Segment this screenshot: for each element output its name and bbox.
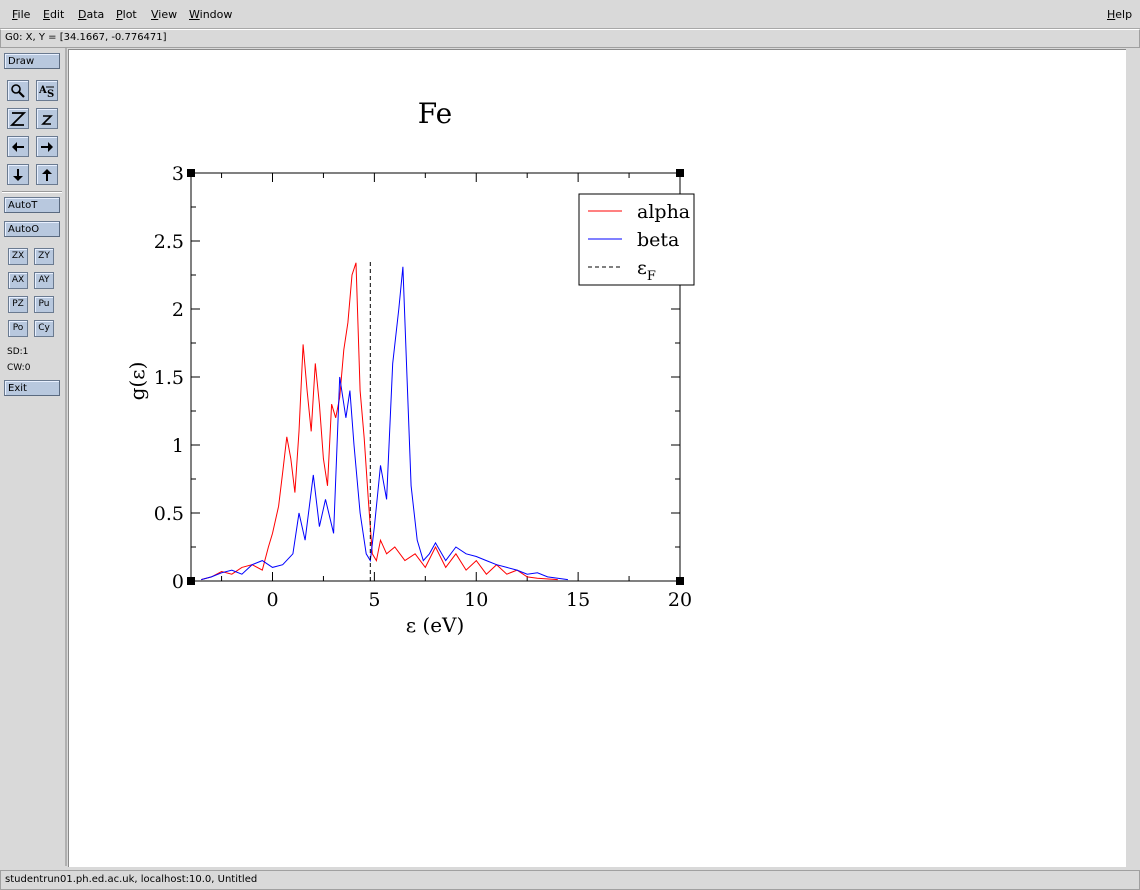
series-layer [201,261,568,581]
scroll-up-button[interactable] [36,164,58,185]
x-tick-label: 15 [566,589,590,611]
menu-view[interactable]: View [151,8,178,21]
legend: alpha beta εF [578,193,695,286]
menu-plot[interactable]: Plot [116,8,137,21]
menu-file[interactable]: File [12,8,31,21]
y-tick-label: 1.5 [154,367,184,389]
coordinate-readout: G0: X, Y = [34.1667, -0.776471] [5,32,167,43]
arrow-right-icon [41,141,53,152]
x-axis-label: ε (eV) [406,613,465,637]
series-line-beta [201,266,568,581]
y-axis-label: g(ε) [125,362,149,401]
y-tick-label: 2 [172,299,184,321]
legend-label: beta [637,229,679,251]
graph-canvas[interactable]: Fe 0 5 10 15 20 0 0.5 1 1.5 2 2.5 3 ε (eV) g(ε) alp… [68,49,1126,867]
exit-button[interactable]: Exit [4,380,60,396]
arrow-left-icon [12,141,24,152]
series-line-alpha [201,262,558,581]
zoom-in-button[interactable] [7,108,29,129]
cycle-button[interactable]: Cy [34,320,54,337]
legend-label: alpha [637,201,690,223]
arrow-down-icon [13,168,23,181]
legend-label: εF [637,257,656,284]
pop-zoom-button[interactable]: Po [8,320,28,337]
y-tick-label: 0 [172,571,184,593]
scroll-down-button[interactable] [7,164,29,185]
y-tick-label: 3 [172,163,184,185]
zoom-x-button[interactable]: ZX [8,248,28,265]
stack-depth-label: SD:1 [7,347,29,357]
arrow-up-icon [42,168,52,181]
toolbar-divider [2,191,62,193]
pop-button[interactable]: Pu [34,296,54,313]
magnifier-icon [11,83,25,98]
zoom-in-z-icon [10,111,26,126]
autotick-button[interactable]: AutoT [4,197,60,213]
push-zoom-button[interactable]: PZ [8,296,28,313]
menu-data[interactable]: Data [78,8,105,21]
zoom-y-button[interactable]: ZY [34,248,54,265]
zoom-tool-button[interactable] [7,80,29,101]
draw-button[interactable]: Draw [4,53,60,69]
menu-help[interactable]: Help [1107,8,1133,21]
y-tick-label: 1 [172,435,184,457]
current-world-label: CW:0 [7,363,31,373]
scroll-right-button[interactable] [36,136,58,157]
x-tick-label: 20 [668,589,692,611]
y-tick-label: 2.5 [154,231,184,253]
x-tick-label: 0 [266,589,278,611]
autoscale-x-button[interactable]: AX [8,272,28,289]
menu-edit[interactable]: Edit [43,8,65,21]
autoorigin-button[interactable]: AutoO [4,221,60,237]
svg-text:S: S [47,89,54,99]
status-bar: studentrun01.ph.ed.ac.uk, localhost:10.0… [0,870,1140,890]
x-tick-label: 5 [368,589,380,611]
zoom-out-z-icon [41,114,53,125]
scroll-left-button[interactable] [7,136,29,157]
dos-chart: Fe 0 5 10 15 20 0 0.5 1 1.5 2 2.5 3 ε (eV) g(ε) alp… [125,97,695,637]
coordinate-readout-bar: G0: X, Y = [34.1667, -0.776471] [0,29,1140,48]
status-text: studentrun01.ph.ed.ac.uk, localhost:10.0… [5,874,258,885]
y-tick-label: 0.5 [154,503,184,525]
vertical-scrollbar[interactable] [1126,49,1140,866]
autoscale-y-button[interactable]: AY [34,272,54,289]
zoom-out-button[interactable] [36,108,58,129]
x-tick-label: 10 [464,589,488,611]
svg-text:A: A [38,85,47,96]
menubar: File Edit Data Plot View Window Help [0,0,1140,29]
chart-title: Fe [418,97,452,130]
menu-window[interactable]: Window [189,8,233,21]
axes-layer: 0 5 10 15 20 0 0.5 1 1.5 2 2.5 3 [154,163,692,611]
